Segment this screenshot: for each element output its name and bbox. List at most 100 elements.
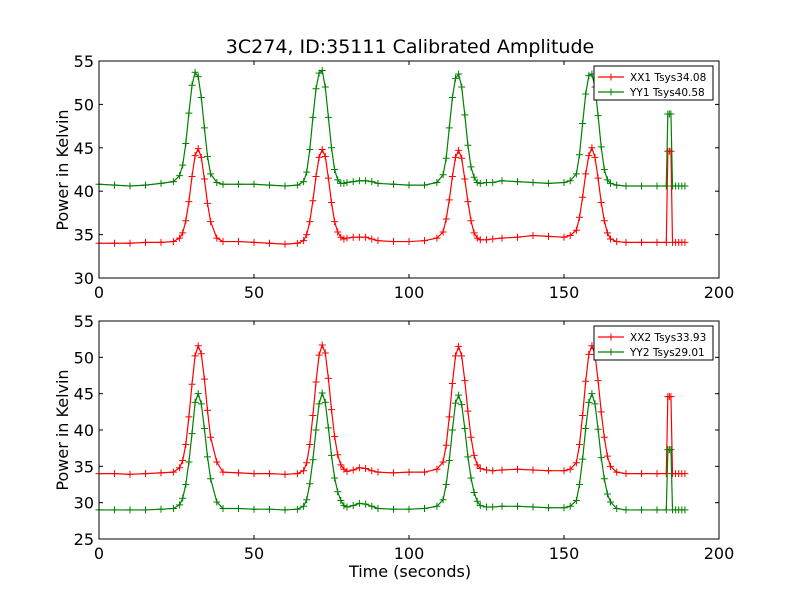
data-point (266, 181, 273, 189)
data-point (188, 172, 196, 180)
legend: XX1 Tsys34.08 YY1 Tsys40.58 (593, 65, 714, 101)
data-point (594, 425, 602, 433)
data-point (324, 113, 332, 121)
data-point (445, 124, 453, 132)
data-point (579, 120, 587, 127)
data-point (653, 238, 661, 246)
data-point (591, 400, 599, 408)
y-tick-label: 40 (74, 182, 94, 201)
data-point (560, 233, 568, 241)
legend-marker (607, 348, 615, 356)
data-point (585, 350, 593, 358)
data-point (433, 179, 441, 187)
data-point (331, 166, 339, 173)
data-point (321, 349, 329, 357)
data-point (452, 352, 459, 360)
data-point (421, 504, 428, 512)
data-point (266, 470, 273, 478)
data-point (405, 238, 413, 246)
data-point (200, 124, 208, 132)
data-point (464, 453, 472, 461)
data-point (179, 229, 187, 237)
legend-box (593, 325, 714, 361)
data-point (349, 466, 357, 474)
legend-marker (607, 73, 615, 81)
data-point (600, 217, 608, 225)
data-point (667, 110, 675, 118)
data-point (179, 457, 187, 465)
data-point (473, 234, 481, 242)
data-point (142, 470, 149, 478)
data-point (197, 93, 205, 101)
data-point (667, 147, 675, 155)
data-point (169, 468, 177, 476)
data-point (452, 74, 459, 82)
data-point (467, 474, 475, 482)
data-point (566, 177, 574, 185)
data-point (169, 238, 177, 246)
data-point (293, 181, 301, 189)
data-point (250, 505, 258, 513)
data-point (458, 154, 466, 162)
data-point (281, 506, 289, 514)
data-point (405, 468, 413, 476)
data-point (321, 398, 329, 406)
data-point (349, 178, 357, 186)
data-point (126, 182, 134, 190)
data-point (470, 173, 478, 181)
data-point (455, 391, 463, 399)
data-point (489, 467, 497, 475)
bottom-y-axis-label: Power in Kelvin (53, 369, 72, 490)
data-point (576, 441, 583, 449)
data-point (219, 238, 227, 246)
data-point (309, 456, 317, 464)
data-point (185, 413, 193, 421)
data-point (476, 502, 484, 510)
data-point (306, 218, 314, 226)
data-point (374, 237, 382, 245)
data-point (421, 237, 428, 245)
data-point (653, 506, 661, 514)
data-point (219, 180, 227, 188)
data-point (613, 468, 621, 476)
data-point (681, 238, 689, 246)
data-point (681, 470, 689, 478)
data-point (448, 379, 456, 387)
data-point (368, 235, 376, 243)
legend-box (593, 65, 714, 101)
data-point (207, 475, 215, 483)
data-point (126, 470, 134, 478)
y-tick-label: 45 (74, 385, 94, 404)
legend-label: YY1 Tsys40.58 (629, 87, 705, 99)
y-tick-label: 30 (74, 494, 94, 513)
data-point (349, 502, 357, 510)
legend-marker (607, 333, 615, 341)
data-point (157, 469, 165, 477)
data-point (461, 377, 469, 385)
data-point (312, 426, 320, 434)
data-point (197, 400, 205, 408)
data-point (355, 464, 363, 472)
data-point (476, 236, 484, 244)
data-point (452, 153, 459, 161)
data-point (300, 502, 308, 510)
data-point (309, 197, 317, 205)
data-point (662, 470, 670, 478)
data-point (235, 504, 242, 512)
y-tick-label: 25 (74, 530, 94, 549)
data-point (191, 152, 199, 160)
data-point (306, 146, 314, 154)
data-point (334, 228, 342, 236)
data-point (572, 459, 580, 467)
data-point (458, 352, 466, 360)
x-axis-label: Time (seconds) (348, 562, 471, 581)
data-point (489, 179, 497, 187)
data-point (470, 451, 478, 459)
data-point (235, 238, 242, 246)
data-point (362, 177, 370, 185)
data-point (439, 458, 447, 466)
data-point (607, 498, 614, 506)
data-point (603, 490, 611, 498)
data-point (111, 181, 118, 189)
